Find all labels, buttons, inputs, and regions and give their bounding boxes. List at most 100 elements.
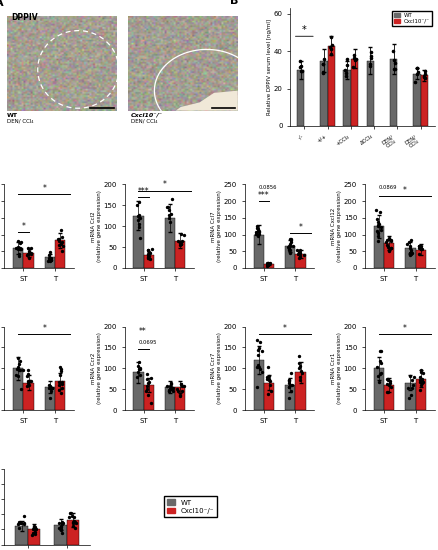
Bar <box>13 248 23 268</box>
Bar <box>366 60 373 126</box>
Point <box>177 390 184 399</box>
Point <box>263 374 270 383</box>
Point <box>377 346 384 355</box>
Point <box>67 509 74 518</box>
Bar <box>54 525 67 544</box>
Point <box>28 244 35 252</box>
Point <box>23 250 30 259</box>
Point <box>373 221 380 229</box>
Point <box>177 238 184 246</box>
Point <box>255 227 262 235</box>
Point <box>285 245 292 254</box>
Point <box>145 252 152 261</box>
Point <box>293 245 300 254</box>
Point <box>297 367 304 376</box>
Bar <box>55 240 65 268</box>
Point <box>254 229 261 238</box>
Text: 0.0695: 0.0695 <box>138 340 157 345</box>
Text: A: A <box>0 0 4 8</box>
Point <box>374 236 381 245</box>
Point <box>20 366 27 375</box>
Point <box>420 66 427 75</box>
Point <box>145 248 152 256</box>
Point <box>166 381 173 390</box>
Point <box>146 254 153 263</box>
Point <box>420 74 427 82</box>
Point <box>177 379 184 388</box>
Bar <box>175 387 185 410</box>
Point <box>254 351 261 360</box>
Point <box>180 381 187 390</box>
Point <box>45 381 52 389</box>
Point <box>417 378 424 387</box>
Point <box>407 248 414 257</box>
Point <box>263 260 270 268</box>
Point <box>25 377 32 386</box>
Point <box>296 251 303 260</box>
Point <box>32 525 39 533</box>
Point <box>413 64 420 73</box>
Point <box>27 249 34 258</box>
Point <box>69 518 76 526</box>
Bar <box>295 372 305 410</box>
Point <box>383 375 390 384</box>
Point <box>70 519 77 527</box>
Point <box>326 49 333 58</box>
Point <box>16 366 23 375</box>
Point <box>55 235 62 244</box>
Point <box>144 254 151 262</box>
Point <box>287 387 294 395</box>
Point <box>406 248 413 257</box>
Point <box>144 391 151 400</box>
Bar <box>263 383 273 410</box>
Point <box>168 195 175 204</box>
Point <box>297 62 304 70</box>
Bar <box>296 70 304 126</box>
Point <box>287 368 294 377</box>
Point <box>326 42 333 51</box>
Bar <box>415 379 425 410</box>
Y-axis label: mRNA Ccl2
(relative gene expression): mRNA Ccl2 (relative gene expression) <box>91 190 102 262</box>
Point <box>258 368 265 377</box>
Point <box>67 509 74 518</box>
Point <box>343 61 350 70</box>
Point <box>265 375 272 383</box>
Point <box>414 243 421 252</box>
Point <box>58 246 65 255</box>
Point <box>254 225 261 234</box>
Point <box>166 386 173 395</box>
Point <box>26 246 33 255</box>
Point <box>49 384 56 393</box>
Bar <box>175 241 185 268</box>
Bar <box>383 243 393 268</box>
Point <box>406 236 413 245</box>
Point <box>406 249 413 257</box>
Point <box>169 387 176 395</box>
Point <box>60 519 67 528</box>
Point <box>263 261 270 270</box>
Point <box>254 361 261 370</box>
Point <box>264 260 271 269</box>
Point <box>134 212 141 221</box>
Point <box>263 363 270 372</box>
Bar <box>263 264 273 268</box>
Point <box>286 381 293 389</box>
Point <box>294 364 301 373</box>
Point <box>386 243 393 252</box>
Point <box>255 343 262 352</box>
Point <box>417 244 424 253</box>
Polygon shape <box>176 91 237 111</box>
Bar <box>350 59 357 126</box>
Point <box>163 382 170 390</box>
Point <box>57 522 64 531</box>
Point <box>416 376 423 384</box>
Point <box>70 521 77 530</box>
Point <box>12 371 19 380</box>
Point <box>296 245 303 254</box>
Point <box>406 249 413 258</box>
Point <box>146 249 153 257</box>
Bar <box>319 60 327 126</box>
Point <box>374 218 381 227</box>
Point <box>46 254 53 262</box>
Bar <box>253 234 263 268</box>
